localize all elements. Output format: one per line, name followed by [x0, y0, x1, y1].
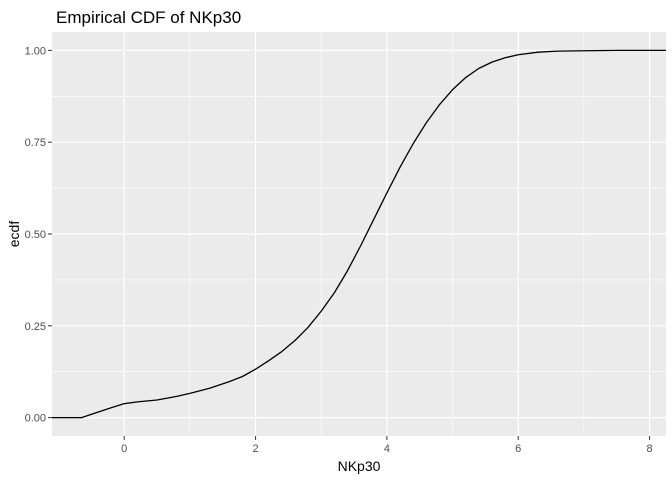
x-tick-label: 4: [384, 443, 390, 455]
y-axis-title: ecdf: [6, 221, 22, 248]
x-axis-ticks: 0 2 4 6 8: [121, 436, 653, 455]
y-tick-label: 0.75: [25, 137, 46, 149]
y-tick-label: 0.50: [25, 229, 46, 241]
ecdf-line: [52, 49, 666, 419]
chart-title: Empirical CDF of NKp30: [56, 8, 241, 27]
x-axis-title: NKp30: [338, 458, 381, 474]
x-tick-label: 6: [515, 443, 521, 455]
y-tick-label: 1.00: [25, 45, 46, 57]
y-axis-ticks: 0.00 0.25 0.50 0.75 1.00: [25, 45, 52, 425]
x-tick-label: 2: [253, 443, 259, 455]
y-tick-label: 0.25: [25, 321, 46, 333]
y-tick-label: 0.00: [25, 413, 46, 425]
x-tick-label: 8: [647, 443, 653, 455]
series-layer: [52, 49, 666, 419]
x-tick-label: 0: [121, 443, 127, 455]
